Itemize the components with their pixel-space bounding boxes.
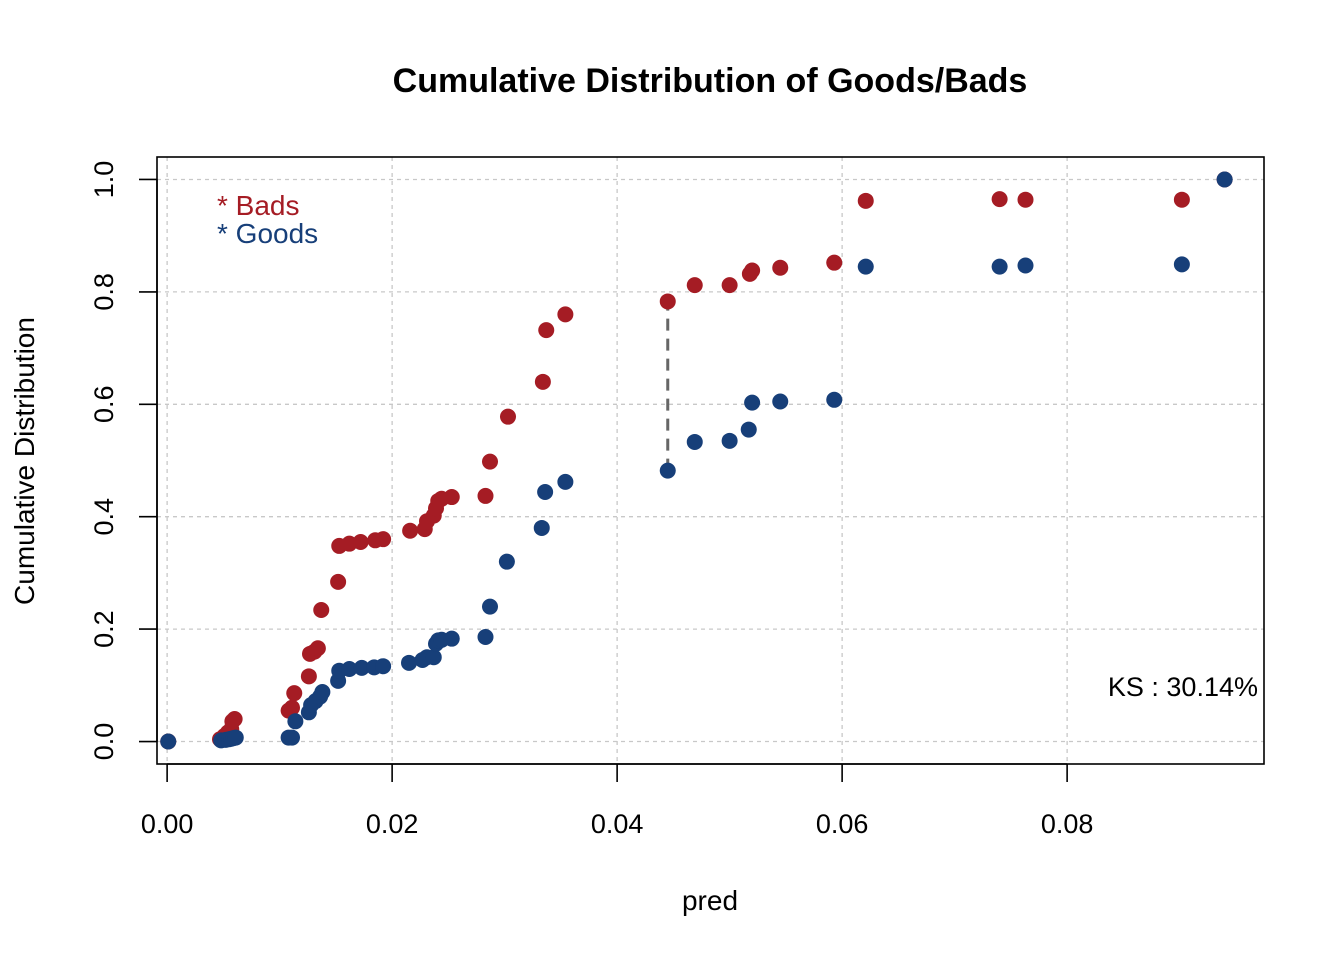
bads-point-10 [300, 668, 317, 685]
goods-point-43 [991, 258, 1008, 275]
goods-point-35 [659, 462, 676, 479]
goods-point-36 [686, 433, 703, 450]
bads-point-35 [659, 293, 676, 310]
goods-point-20 [375, 658, 392, 675]
plot-frame [156, 156, 1265, 765]
goods-point-46 [1216, 171, 1233, 188]
bads-point-31 [500, 408, 516, 425]
bads-point-45 [1173, 191, 1190, 208]
legend: * Bads * Goods [217, 190, 318, 249]
bads-point-18 [352, 533, 369, 550]
bads-point-42 [857, 192, 874, 209]
y-tick-label-3: 0.6 [89, 386, 119, 424]
goods-point-30 [482, 598, 498, 615]
goods-point-33 [537, 483, 554, 500]
x-tick-label-3: 0.06 [816, 809, 869, 839]
bads-point-13 [309, 640, 326, 657]
legend-entry-goods: * Goods [217, 218, 318, 249]
bads-point-37 [721, 277, 738, 294]
y-tick-label-1: 0.2 [89, 610, 119, 648]
x-tick-label-4: 0.08 [1041, 809, 1094, 839]
ks-annotation: KS : 30.14% [1108, 672, 1258, 702]
bads-point-34 [557, 306, 574, 323]
y-tick-label-2: 0.4 [89, 498, 119, 536]
y-tick-label-4: 0.8 [89, 273, 119, 311]
legend-entry-bads: * Bads [217, 190, 300, 221]
goods-point-32 [533, 519, 550, 536]
grid [157, 157, 1264, 764]
bads-point-6 [226, 711, 243, 728]
goods-point-8 [284, 729, 300, 746]
bads-point-33 [538, 322, 555, 339]
bads-point-8 [284, 699, 300, 716]
goods-point-45 [1173, 256, 1190, 273]
y-tick-label-5: 1.0 [89, 161, 119, 199]
data-points [160, 171, 1233, 750]
goods-point-37 [721, 432, 738, 449]
y-tick-label-0: 0.0 [89, 723, 119, 761]
goods-point-31 [498, 553, 515, 570]
bads-point-28 [443, 489, 460, 506]
goods-point-24 [425, 649, 442, 666]
goods-point-38 [740, 421, 757, 438]
goods-point-44 [1017, 257, 1034, 274]
bads-point-39 [744, 262, 761, 279]
goods-point-29 [477, 628, 494, 645]
goods-point-21 [401, 654, 417, 671]
bads-point-41 [826, 254, 843, 271]
chart-title: Cumulative Distribution of Goods/Bads [393, 62, 1028, 100]
goods-point-34 [557, 473, 574, 490]
bads-point-36 [686, 277, 703, 294]
goods-point-9 [287, 713, 304, 730]
goods-point-0 [160, 733, 177, 750]
x-axis-label: pred [682, 885, 738, 916]
bads-point-32 [534, 373, 551, 390]
goods-point-28 [443, 630, 460, 647]
goods-point-14 [314, 684, 331, 701]
series-goods [160, 171, 1233, 750]
goods-point-17 [341, 661, 358, 678]
goods-point-42 [857, 258, 874, 275]
goods-point-40 [772, 393, 789, 410]
bads-point-21 [402, 522, 419, 539]
x-tick-label-2: 0.04 [591, 809, 644, 839]
bads-point-29 [477, 487, 494, 504]
bads-point-30 [482, 453, 498, 470]
bads-point-20 [375, 531, 392, 548]
goods-point-39 [744, 394, 761, 411]
goods-point-41 [826, 391, 843, 408]
y-axis-label: Cumulative Distribution [9, 317, 40, 605]
bads-point-15 [330, 573, 347, 590]
bads-point-43 [991, 191, 1008, 208]
goods-point-6 [227, 729, 244, 746]
bads-point-44 [1017, 191, 1034, 208]
y-axis: 0.0 0.2 0.4 0.6 0.8 1.0 [89, 161, 158, 761]
x-tick-label-0: 0.00 [141, 809, 194, 839]
x-tick-label-1: 0.02 [366, 809, 419, 839]
bads-point-9 [286, 685, 303, 702]
series-bads [160, 171, 1233, 750]
bads-point-14 [313, 602, 330, 619]
goods-point-18 [353, 659, 370, 676]
x-axis: 0.00 0.02 0.04 0.06 0.08 [141, 763, 1094, 839]
bads-point-40 [772, 259, 789, 276]
